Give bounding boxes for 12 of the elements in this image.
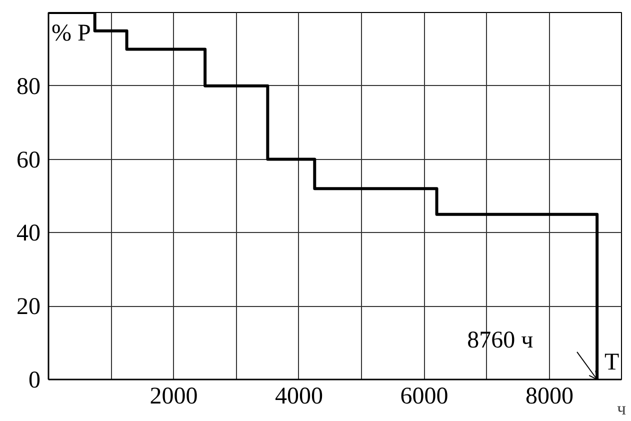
- text: ч: [616, 398, 626, 418]
- y-tick-label: 20: [16, 294, 40, 320]
- y-axis-title: % P: [52, 20, 91, 46]
- y-tick-label: 80: [16, 74, 40, 100]
- y-tick-label: 60: [16, 147, 40, 174]
- x-axis-title: T: [604, 350, 620, 376]
- y-tick-label: 40: [16, 220, 40, 247]
- x-tick-label: 2000: [150, 384, 198, 410]
- x-tick-label: 6000: [400, 384, 448, 410]
- x-tick-label: 4000: [274, 384, 323, 410]
- x-tick-label: 8000: [525, 384, 574, 410]
- y-tick-label: 0: [28, 368, 40, 394]
